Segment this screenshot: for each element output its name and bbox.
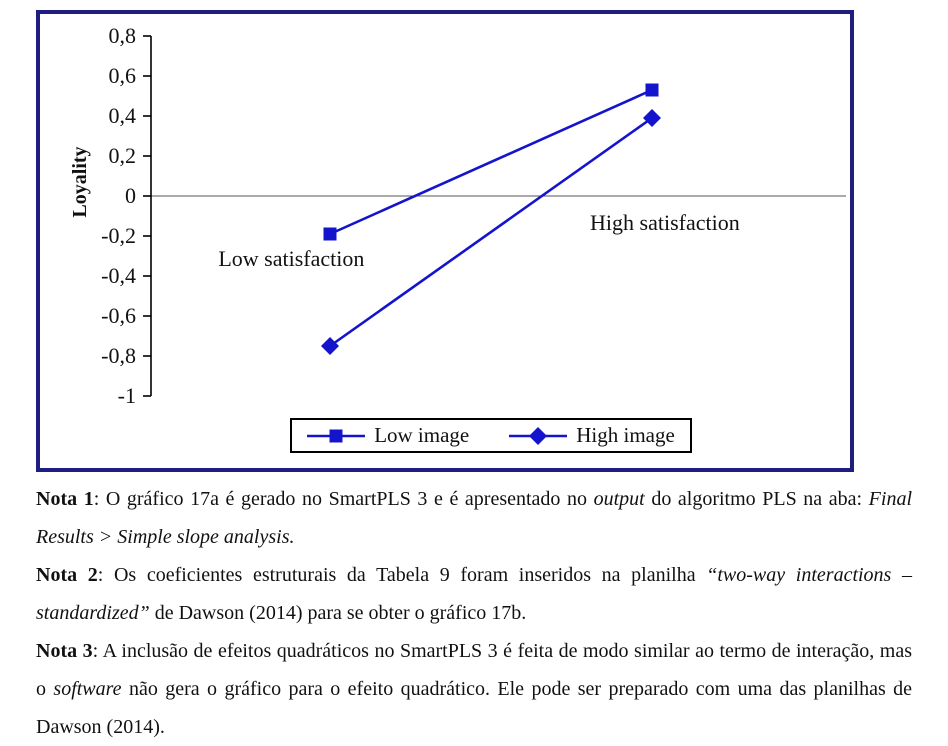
chart-legend: Low image High image: [290, 418, 692, 453]
series-line: [329, 88, 653, 236]
series-high-image: [321, 109, 661, 355]
square-marker-icon: [323, 227, 337, 241]
annotation-high-satisfaction: High satisfaction: [590, 210, 740, 235]
y-tick-label: 0,4: [109, 103, 137, 128]
legend-item-low-image: Low image: [307, 423, 469, 448]
note-1-text-2: do algoritmo PLS na aba:: [644, 488, 869, 510]
y-tick-label: 0,2: [109, 143, 137, 168]
note-3-italic-software: software: [53, 678, 122, 700]
y-axis-label: Loyality: [69, 146, 91, 217]
note-1-italic-path: Final Results > Simple slope analysis.: [36, 488, 913, 548]
y-tick-label: -0,2: [101, 223, 136, 248]
legend-diamond-icon: [529, 426, 548, 445]
series-low-image: [323, 83, 659, 241]
note-1-italic-output: output: [593, 488, 645, 510]
y-tick-label: -1: [118, 383, 136, 408]
y-tick-label: 0,8: [109, 23, 137, 48]
chart-figure: 0,8 0,6 0,4 0,2 0 -0,2 -0,4 -0,6 -0,8 -1 Loyality L…: [36, 10, 854, 472]
legend-label-low-image: Low image: [374, 423, 470, 447]
series-line: [329, 116, 653, 348]
note-2-text-2: de Dawson (2014) para se obter o gráfico…: [149, 602, 527, 624]
y-tick-label: 0: [125, 183, 136, 208]
square-marker-icon: [645, 83, 659, 97]
note-2: Nota 2: Os coeficientes estruturais da T…: [36, 556, 912, 632]
annotation-low-satisfaction: Low satisfaction: [218, 246, 364, 271]
simple-slope-chart: 0,8 0,6 0,4 0,2 0 -0,2 -0,4 -0,6 -0,8 -1 Loyality L…: [69, 23, 846, 408]
figure-notes: Nota 1: O gráfico 17a é gerado no SmartP…: [36, 480, 912, 746]
y-tick-label: -0,8: [101, 343, 136, 368]
note-3: Nota 3: A inclusão de efeitos quadrático…: [36, 632, 912, 746]
note-2-text: : Os coeficientes estruturais da Tabela …: [97, 564, 707, 586]
legend-label-high-image: High image: [576, 423, 675, 447]
y-tick-label: 0,6: [109, 63, 137, 88]
note-2-italic-sheet: “two-way interactions – standardized”: [36, 564, 912, 624]
y-tick-label: -0,6: [101, 303, 136, 328]
legend-marker-square-icon: [307, 429, 366, 442]
note-3-text-2: não gera o gráfico para o efeito quadrát…: [36, 678, 912, 738]
note-1: Nota 1: O gráfico 17a é gerado no SmartP…: [36, 480, 912, 556]
y-tick-label: -0,4: [101, 263, 136, 288]
note-1-label: Nota 1: [36, 488, 94, 510]
note-1-text: : O gráfico 17a é gerado no SmartPLS 3 e…: [93, 488, 594, 510]
legend-square-icon: [329, 429, 343, 442]
legend-item-high-image: High image: [509, 423, 675, 448]
note-2-label: Nota 2: [36, 564, 98, 586]
legend-marker-diamond-icon: [509, 426, 568, 445]
diamond-marker-icon: [643, 109, 661, 127]
note-3-text: : A inclusão de efeitos quadráticos no S…: [36, 640, 912, 700]
diamond-marker-icon: [321, 337, 339, 355]
note-3-label: Nota 3: [36, 640, 93, 662]
